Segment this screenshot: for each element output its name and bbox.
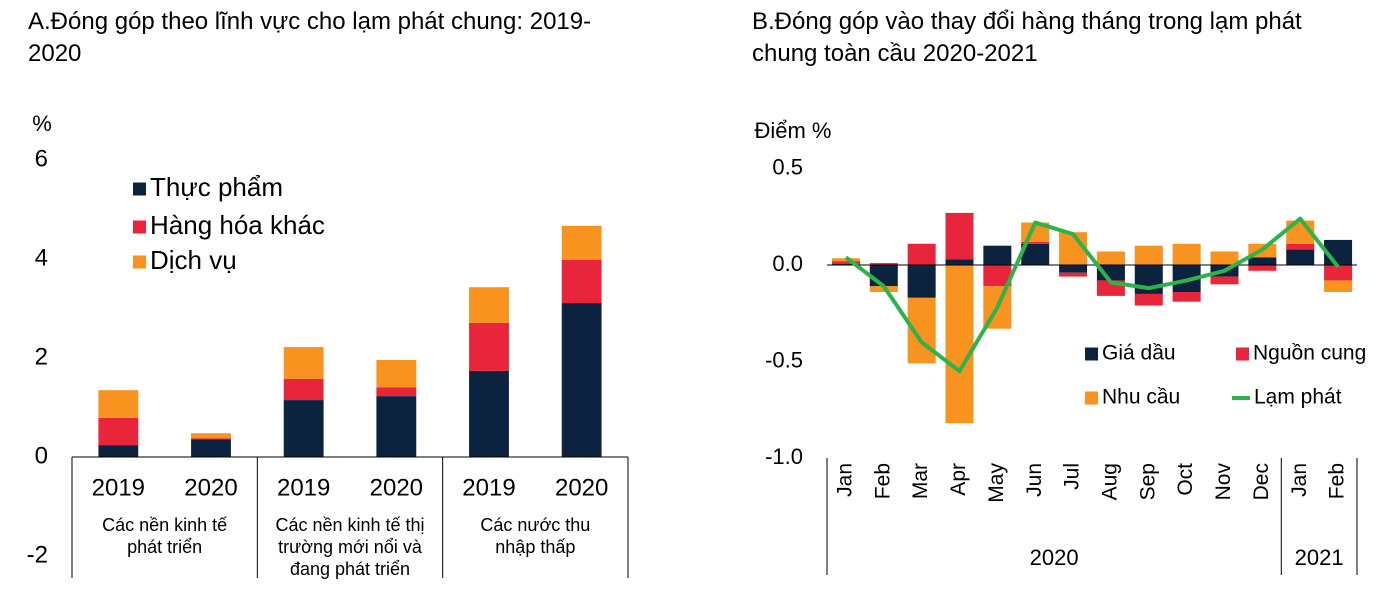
line xyxy=(844,216,1340,374)
legend-swatch xyxy=(133,182,146,196)
bar xyxy=(1248,257,1277,265)
chart-title: A.Đóng góp theo lĩnh vực cho lạm phát ch… xyxy=(28,8,592,67)
bar xyxy=(376,396,417,457)
x-tick-label: Jan xyxy=(833,463,856,497)
bar xyxy=(469,370,509,457)
bar xyxy=(1059,272,1088,277)
legend-swatch xyxy=(133,220,146,234)
bar xyxy=(907,243,936,265)
x-tick-label: 2020 xyxy=(184,474,237,501)
x-tick-label: Sep xyxy=(1136,463,1159,500)
bar xyxy=(1059,265,1088,273)
x-tick-label: Oct xyxy=(1174,463,1197,496)
bar xyxy=(561,225,602,260)
legend-label: Nhu cầu xyxy=(1102,386,1180,409)
bar xyxy=(983,265,1012,287)
legend-label: Giá dầu xyxy=(1102,342,1176,365)
bar xyxy=(1324,280,1353,293)
bar xyxy=(1286,249,1315,265)
bar xyxy=(907,265,936,298)
y-tick-label: 2 xyxy=(35,343,48,370)
legend-swatch xyxy=(1236,347,1249,361)
legend-label: Dịch vụ xyxy=(150,245,237,275)
bar xyxy=(469,287,509,323)
x-tick-label: Jul xyxy=(1061,463,1084,490)
bar xyxy=(191,439,231,457)
bar xyxy=(1021,243,1050,265)
bar xyxy=(869,265,898,287)
y-tick-label: 0 xyxy=(35,442,48,469)
legend-label: Lạm phát xyxy=(1254,386,1342,409)
bar xyxy=(945,212,974,260)
bar xyxy=(191,433,231,439)
bar xyxy=(283,347,324,379)
bar xyxy=(283,378,324,401)
bar xyxy=(283,400,324,457)
bar xyxy=(983,245,1012,265)
y-tick-label: 0.5 xyxy=(772,154,803,179)
group-label: Các nền kinh tế phát triển xyxy=(102,515,228,557)
y-tick-label: -1.0 xyxy=(765,444,803,469)
x-tick-label: Dec xyxy=(1250,463,1273,500)
x-tick-label: 2019 xyxy=(92,474,145,501)
bar xyxy=(191,438,231,440)
bar xyxy=(1286,243,1315,250)
group-label: Các nước thu nhập thấp xyxy=(480,515,591,557)
group-label: 2020 xyxy=(1030,545,1079,570)
bar xyxy=(1324,265,1353,281)
x-tick-label: Feb xyxy=(1326,463,1349,499)
bar xyxy=(561,259,602,304)
legend-label: Hàng hóa khác xyxy=(150,210,325,240)
x-tick-label: 2020 xyxy=(370,474,423,501)
bar xyxy=(98,390,139,418)
bar xyxy=(945,259,974,265)
x-tick-label: Mar xyxy=(909,463,932,499)
group-label: 2021 xyxy=(1295,545,1344,570)
legend-swatch xyxy=(133,255,146,269)
x-tick-label: Apr xyxy=(947,463,970,496)
bar xyxy=(1021,241,1050,244)
y-tick-label: -0.5 xyxy=(765,347,803,372)
x-tick-label: Nov xyxy=(1212,463,1235,501)
y-tick-label: 0.0 xyxy=(772,251,803,276)
x-tick-label: May xyxy=(985,463,1008,503)
bar xyxy=(1096,251,1125,265)
bar xyxy=(869,263,898,265)
x-tick-label: Jan xyxy=(1288,463,1311,497)
y-axis-label: Điểm % xyxy=(754,118,831,143)
bar xyxy=(1210,251,1239,265)
bar xyxy=(831,261,860,265)
bar xyxy=(945,265,974,424)
bar xyxy=(1210,276,1239,285)
bar xyxy=(1134,245,1163,265)
bar xyxy=(376,359,417,388)
y-tick-label: 4 xyxy=(35,244,48,271)
y-tick-label: 6 xyxy=(35,145,48,172)
group-label: Các nền kinh tế thị trường mới nổi và đa… xyxy=(275,515,425,579)
x-tick-label: 2020 xyxy=(555,474,608,501)
x-tick-label: Jun xyxy=(1023,463,1046,497)
y-tick-label: -2 xyxy=(27,541,48,568)
bar xyxy=(1248,265,1277,271)
bar xyxy=(98,445,139,457)
legend-swatch xyxy=(1085,391,1098,405)
bar xyxy=(1134,293,1163,306)
y-axis-label: % xyxy=(32,111,52,136)
bar xyxy=(1172,292,1201,302)
legend-label: Thực phẩm xyxy=(150,172,283,202)
x-tick-label: Feb xyxy=(871,463,894,499)
x-tick-label: 2019 xyxy=(277,474,330,501)
bar xyxy=(561,303,602,457)
chart-title: B.Đóng góp vào thay đổi hàng tháng trong… xyxy=(752,8,1302,67)
bar xyxy=(98,417,139,446)
legend-swatch xyxy=(1085,347,1098,361)
bar xyxy=(1172,243,1201,265)
x-tick-label: Aug xyxy=(1098,463,1121,500)
bar xyxy=(376,387,417,397)
bar xyxy=(469,322,509,371)
x-tick-label: 2019 xyxy=(462,474,515,501)
legend-label: Nguồn cung xyxy=(1253,342,1366,365)
